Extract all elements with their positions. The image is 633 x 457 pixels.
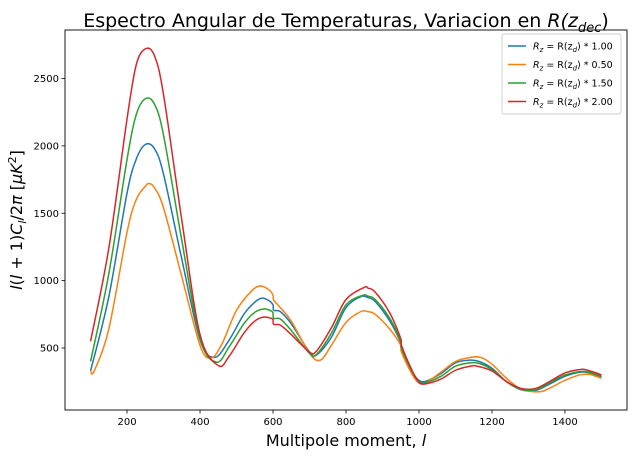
series-layer — [89, 47, 602, 393]
legend-items: Rz = R(zd) * 1.00 Rz = R(zd) * 0.50 Rz = R… — [508, 42, 613, 110]
series-line-2 — [89, 182, 602, 393]
y-tick-label: 1000 — [34, 276, 59, 287]
x-tick-label: 400 — [190, 417, 209, 428]
x-tick-label: 800 — [336, 417, 355, 428]
x-axis-label: Multipole moment, l — [266, 431, 427, 450]
x-tick-label: 200 — [117, 417, 136, 428]
y-tick-label: 500 — [40, 344, 59, 355]
legend-label-4: Rz = R(zd) * 2.00 — [533, 97, 613, 110]
y-axis-label: l(l + 1)Cl/2π [μK2] — [6, 150, 29, 290]
legend-label-2: Rz = R(zd) * 0.50 — [533, 60, 613, 73]
series-line-1 — [89, 142, 602, 392]
x-tick-label: 1400 — [552, 417, 577, 428]
legend-box — [501, 33, 622, 115]
legend-label-3: Rz = R(zd) * 1.50 — [533, 79, 613, 92]
x-tick-label: 600 — [263, 417, 282, 428]
x-axis-ticks: 200 400 600 800 1000 1200 1400 — [117, 410, 578, 428]
x-tick-label: 1200 — [479, 417, 504, 428]
y-tick-label: 2000 — [34, 141, 59, 152]
legend: Rz = R(zd) * 1.00 Rz = R(zd) * 0.50 Rz = R… — [501, 33, 622, 115]
series-line-3 — [89, 97, 602, 392]
y-tick-label: 1500 — [34, 209, 59, 220]
chart-title: Espectro Angular de Temperaturas, Variac… — [83, 10, 609, 36]
series-line-4 — [89, 47, 602, 391]
y-tick-label: 2500 — [34, 74, 59, 85]
x-tick-label: 1000 — [406, 417, 431, 428]
y-axis-ticks: 500 1000 1500 2000 2500 — [34, 74, 65, 355]
legend-label-1: Rz = R(zd) * 1.00 — [533, 42, 613, 55]
